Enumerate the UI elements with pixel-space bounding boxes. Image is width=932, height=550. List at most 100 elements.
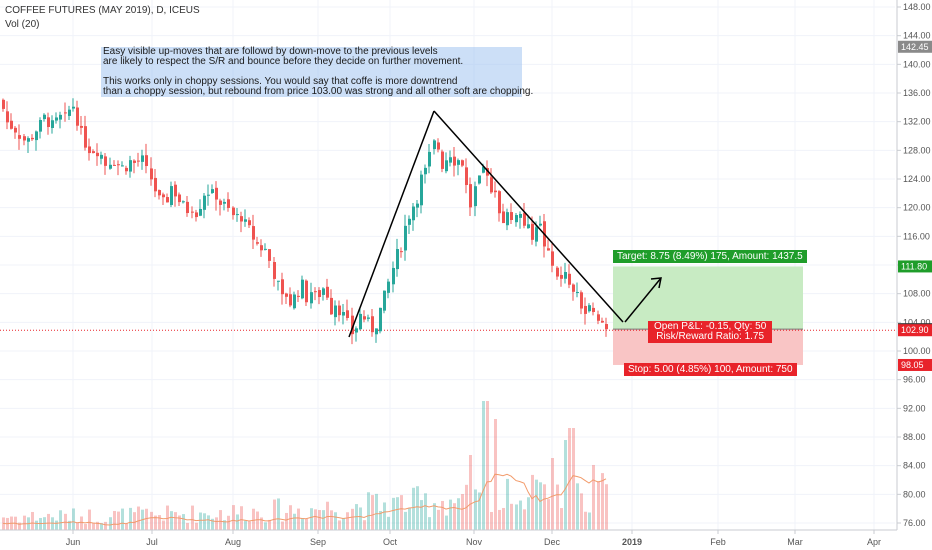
volume-bars — [2, 401, 608, 530]
candle-body — [592, 307, 595, 313]
candle-body — [490, 177, 493, 193]
candle-body — [433, 140, 436, 150]
volume-bar — [137, 506, 140, 530]
volume-bar — [174, 512, 177, 530]
volume-bar — [392, 497, 395, 530]
volume-bar — [367, 492, 370, 530]
volume-bar — [268, 519, 271, 530]
volume-indicator-label[interactable]: Vol (20) — [5, 19, 40, 30]
price-badge-label: 102.90 — [901, 325, 929, 335]
candle-body — [100, 154, 103, 159]
price-tick-label: 124.00 — [903, 174, 931, 184]
volume-bar — [55, 520, 58, 530]
volume-bar — [318, 510, 321, 530]
volume-bar — [469, 455, 472, 530]
volume-bar — [597, 481, 600, 530]
volume-bar — [564, 440, 567, 530]
target-label[interactable]: Target: 8.75 (8.49%) 175, Amount: 1437.5 — [613, 250, 807, 263]
candle-body — [576, 291, 579, 293]
price-axis: 148.00 144.00 140.00 136.00 132.00 128.00 124.… — [896, 0, 932, 530]
volume-bar — [170, 511, 173, 530]
price-tick-label: 80.00 — [903, 489, 926, 499]
volume-bar — [59, 510, 62, 530]
candles — [2, 98, 608, 345]
candle-body — [428, 151, 431, 167]
candle-body — [244, 219, 247, 222]
candle-body — [240, 216, 243, 222]
stop-label[interactable]: Stop: 5.00 (4.85%) 100, Amount: 750 — [624, 363, 797, 376]
candle-body — [383, 290, 386, 311]
candle-body — [203, 195, 206, 210]
target-zone — [613, 266, 803, 330]
candle-body — [400, 251, 403, 253]
volume-bar — [297, 508, 300, 530]
volume-bar — [420, 500, 423, 530]
volume-bar — [547, 499, 550, 530]
candle-body — [346, 310, 349, 318]
volume-bar — [588, 512, 591, 530]
candle-body — [51, 120, 54, 128]
candle-body — [211, 189, 214, 193]
symbol-title[interactable]: COFFEE FUTURES (MAY 2019), D, ICEUS — [5, 5, 200, 16]
volume-bar — [18, 522, 21, 530]
volume-bar — [80, 516, 83, 530]
volume-bar — [166, 505, 169, 530]
candle-body — [322, 288, 325, 295]
volume-bar — [92, 522, 95, 530]
risk-reward-text: Risk/Reward Ratio: 1.75 — [656, 331, 765, 342]
volume-bar — [523, 509, 526, 530]
candle-body — [277, 280, 280, 282]
volume-bar — [277, 498, 280, 530]
price-tick-label: 120.00 — [903, 203, 931, 213]
volume-bar — [498, 509, 501, 530]
candle-body — [88, 146, 91, 154]
candle-body — [539, 223, 542, 226]
volume-bar — [506, 478, 509, 530]
candle-body — [182, 201, 185, 203]
candle-body — [498, 191, 501, 214]
candle-body — [68, 109, 71, 116]
candle-body — [129, 160, 132, 172]
candle-body — [6, 111, 9, 123]
candle-body — [601, 320, 604, 323]
volume-bar — [400, 495, 403, 530]
volume-bar — [375, 493, 378, 530]
candle-body — [478, 175, 481, 184]
candle-body — [236, 214, 239, 216]
candle-body — [248, 220, 251, 226]
volume-bar — [162, 520, 165, 530]
annotation-note[interactable]: Easy visible up-moves that are followd b… — [101, 47, 533, 97]
price-badge — [898, 358, 932, 371]
candle-body — [449, 157, 452, 163]
price-tick-label: 108.00 — [903, 289, 931, 299]
price-tick-label: 88.00 — [903, 432, 926, 442]
volume-bar — [248, 521, 251, 530]
volume-bar — [117, 511, 120, 530]
volume-bar — [150, 511, 153, 530]
candle-body — [584, 305, 587, 314]
volume-bar — [154, 515, 157, 530]
volume-bar — [490, 511, 493, 530]
candle-body — [117, 164, 120, 166]
volume-bar — [342, 518, 345, 530]
pnl-label[interactable]: Open P&L: -0.15, Qty: 50 Risk/Reward Rat… — [648, 321, 773, 343]
price-tick-label: 128.00 — [903, 145, 931, 155]
price-tick-label: 148.00 — [903, 2, 931, 12]
candle-body — [318, 290, 321, 298]
volume-bar — [441, 500, 444, 530]
volume-bar — [601, 473, 604, 530]
volume-bar — [47, 513, 50, 530]
volume-bar — [322, 510, 325, 530]
volume-bar — [236, 514, 239, 530]
candle-body — [510, 212, 513, 220]
volume-bar — [363, 520, 366, 530]
price-tick-label: 92.00 — [903, 403, 926, 413]
volume-bar — [359, 507, 362, 530]
volume-bar — [104, 521, 107, 530]
volume-bar — [416, 486, 419, 530]
volume-bar — [383, 502, 386, 530]
candle-body — [154, 177, 157, 192]
candle-body — [10, 120, 13, 129]
volume-bar — [39, 517, 42, 530]
